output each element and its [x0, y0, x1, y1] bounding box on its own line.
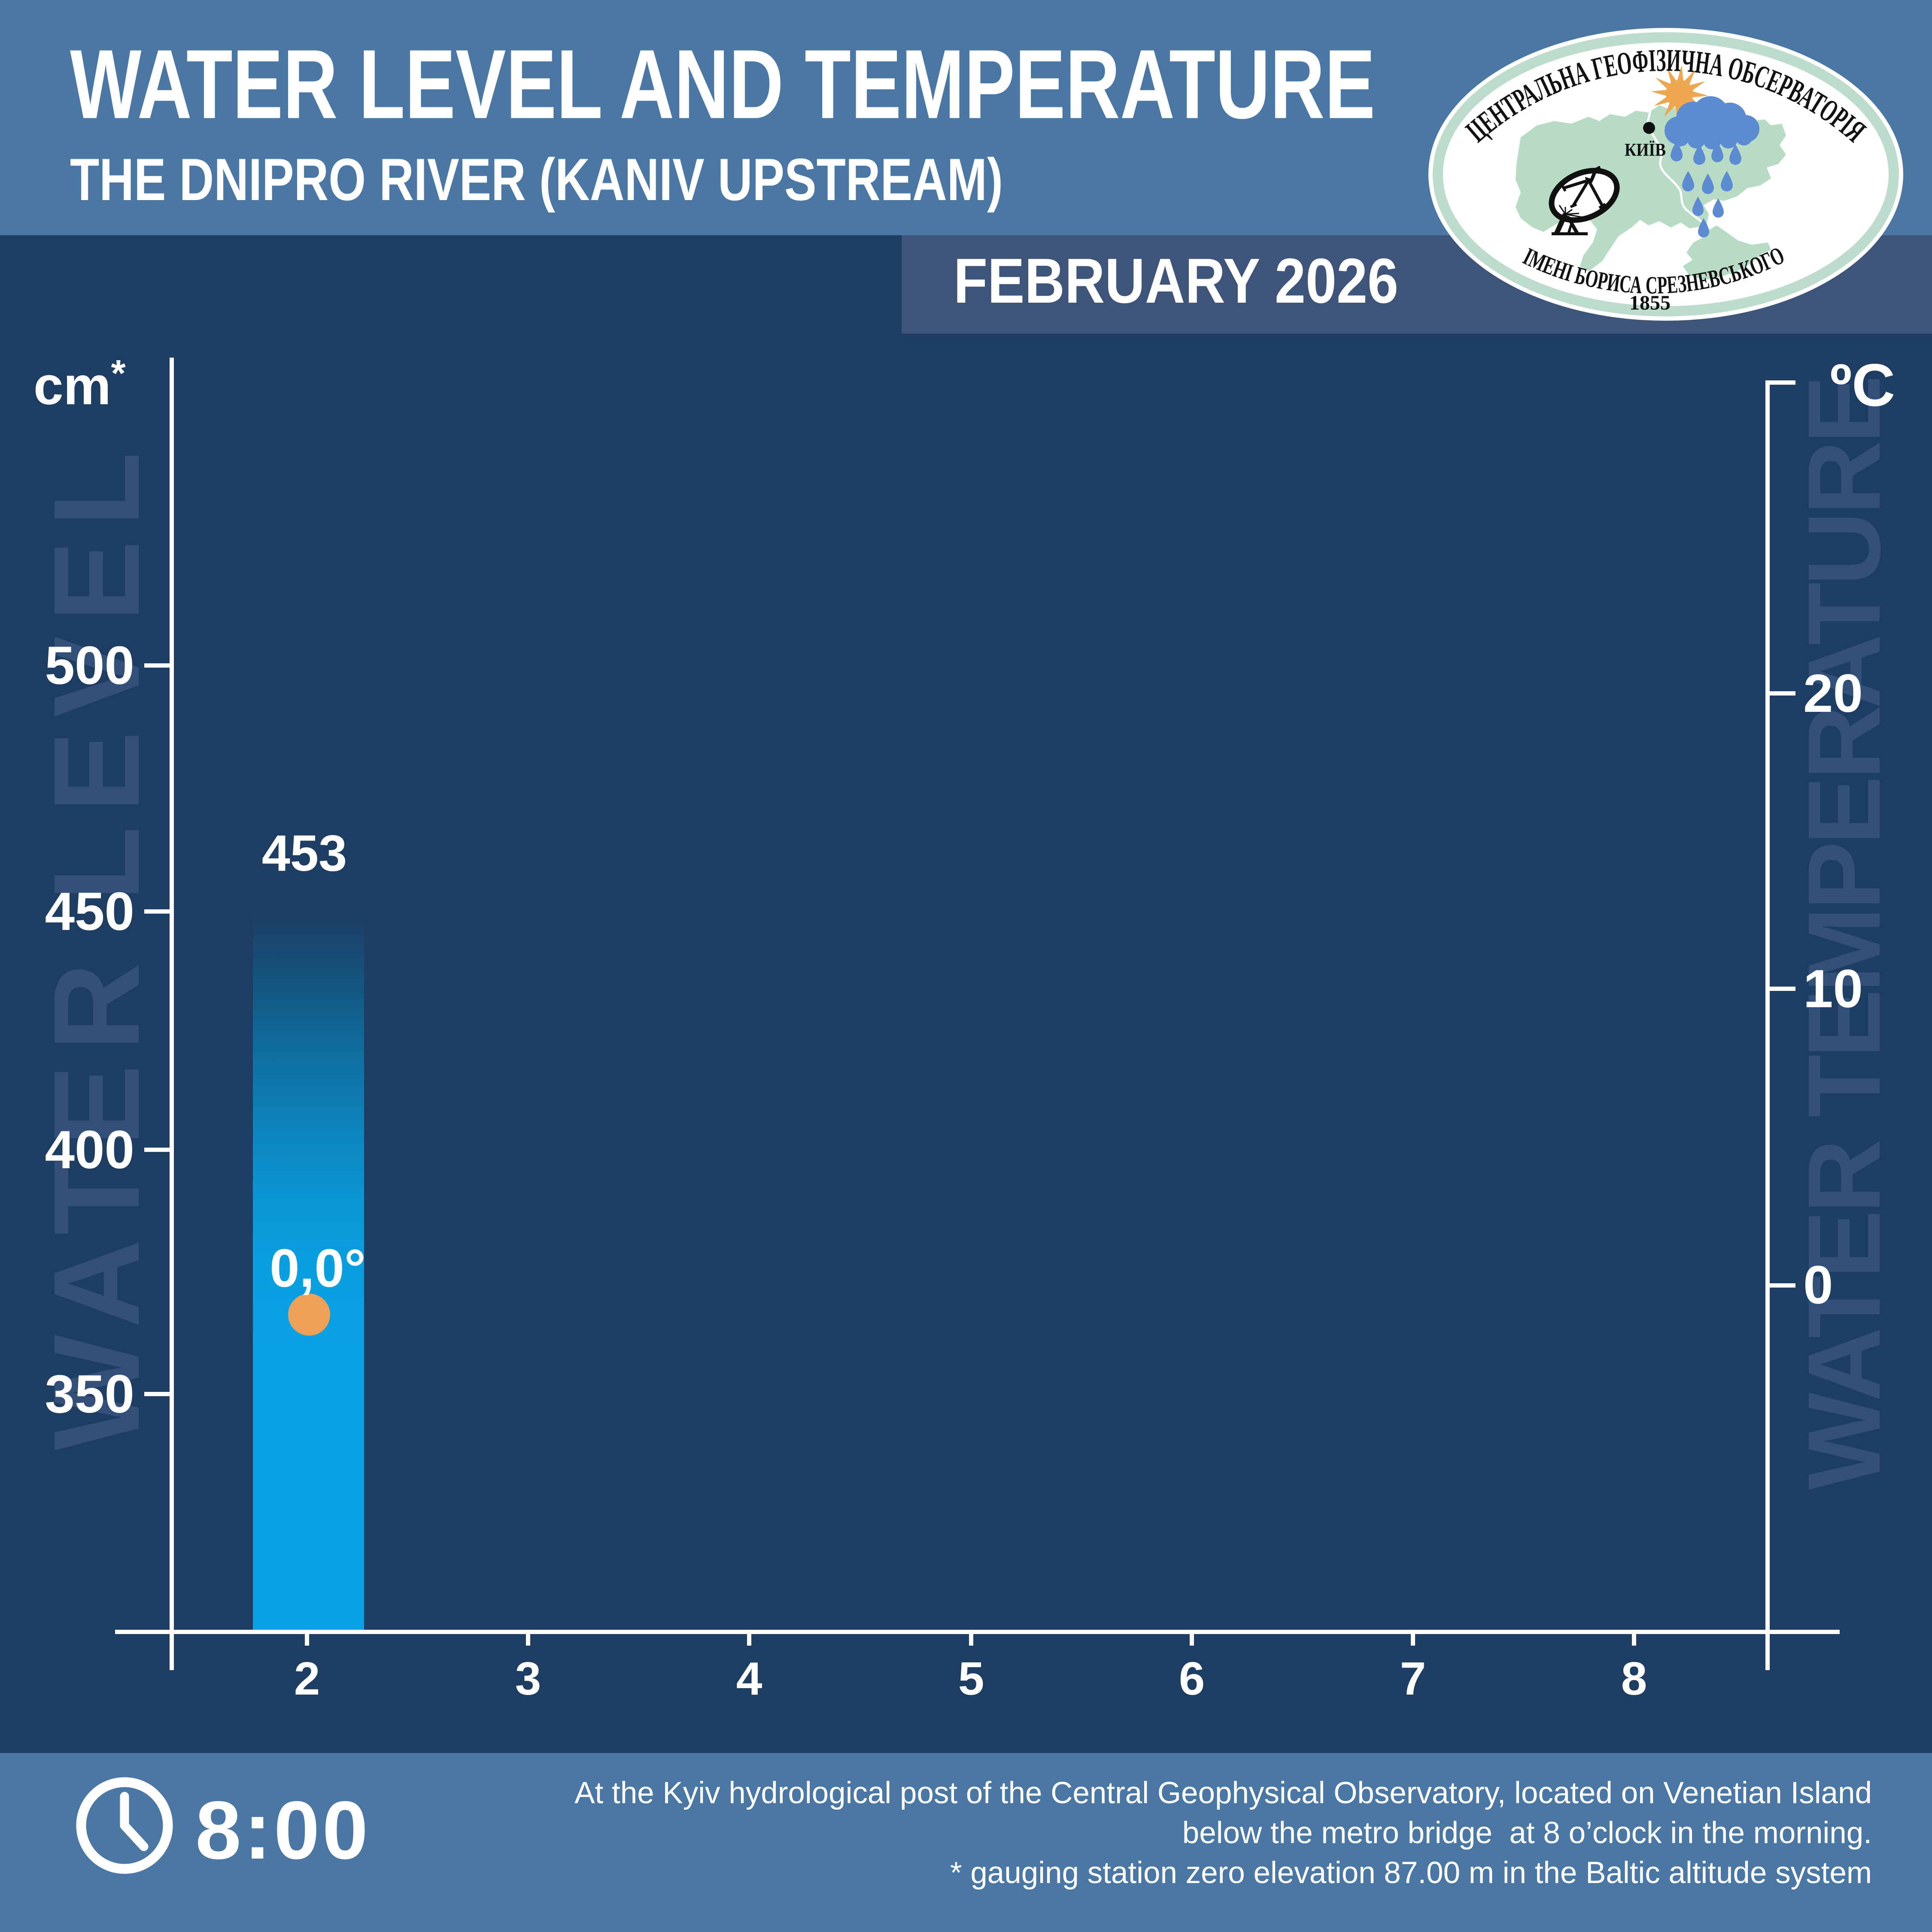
svg-text:1855: 1855	[1629, 292, 1671, 314]
svg-text:КИЇВ: КИЇВ	[1625, 140, 1666, 160]
